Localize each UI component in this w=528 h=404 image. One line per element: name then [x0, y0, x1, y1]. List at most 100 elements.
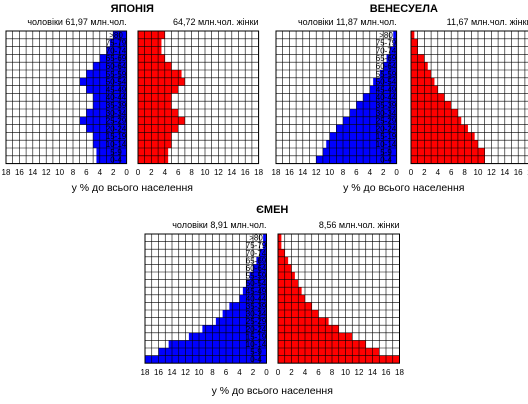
tick-label: 8: [189, 168, 194, 177]
age-label: 40-44: [376, 93, 397, 102]
tick-label: 4: [237, 368, 242, 377]
tick-label: 10: [341, 368, 350, 377]
bar-male: [263, 234, 267, 242]
age-label: 25-29: [246, 317, 267, 326]
grid-left: [275, 30, 398, 165]
age-label: 45-49: [246, 287, 267, 296]
tick-label: 4: [436, 168, 441, 177]
bar-female: [138, 38, 162, 47]
age-label: 60-64: [376, 62, 397, 71]
left-header: чоловіки 61,97 млн.чол.: [27, 17, 126, 27]
bar-female: [411, 148, 485, 156]
bar-female: [411, 38, 418, 47]
age-label: 0-4: [380, 156, 392, 165]
age-label: 75-79: [106, 39, 127, 48]
bar-female: [278, 317, 329, 326]
tick-label: 14: [368, 368, 377, 377]
tick-label: 12: [181, 368, 190, 377]
bar-male: [93, 132, 127, 141]
age-label: 60-64: [106, 62, 127, 71]
bar-male: [168, 340, 267, 348]
grid-left: [5, 30, 128, 165]
bar-female: [138, 93, 172, 102]
bar-female: [278, 256, 289, 265]
age-label: 20-24: [106, 124, 127, 133]
pyramid-japan: ЯПОНІЯ чоловіки 61,97 млн.чол. 64,72 млн…: [2, 3, 264, 194]
tick-label: 0: [409, 168, 414, 177]
chart-title: ЄМЕН: [256, 204, 288, 216]
bar-female: [411, 77, 435, 86]
bar-male: [93, 93, 127, 102]
bar-female: [138, 116, 185, 125]
age-label: 10-14: [376, 140, 397, 149]
age-label: 15-19: [376, 132, 397, 141]
bar-female: [138, 46, 162, 55]
tick-label: 16: [15, 168, 24, 177]
age-label: 75-79: [376, 39, 397, 48]
pyramid-venezuela: ВЕНЕСУЕЛА чоловіки 11,87 млн.чол. 11,67 …: [272, 3, 528, 194]
bar-female: [411, 116, 462, 125]
tick-label: 6: [316, 368, 321, 377]
tick-label: 0: [264, 368, 269, 377]
bar-male: [363, 93, 397, 102]
bar-male: [229, 302, 267, 310]
tick-label: 16: [285, 168, 294, 177]
tick-label: 2: [289, 368, 294, 377]
bar-female: [278, 340, 366, 348]
bar-female: [278, 348, 380, 356]
age-label: >80: [109, 31, 123, 40]
age-label: 55-59: [376, 70, 397, 79]
age-label: 45-49: [376, 85, 397, 94]
bar-male: [93, 101, 127, 109]
tick-label: 0: [394, 168, 399, 177]
bar-female: [138, 140, 172, 148]
tick-label: 16: [382, 368, 391, 377]
bar-male: [379, 70, 397, 78]
age-label: 20-24: [376, 124, 397, 133]
tick-label: 4: [98, 168, 103, 177]
bar-female: [278, 272, 295, 280]
tick-label: 18: [395, 368, 404, 377]
tick-label: 8: [210, 368, 215, 377]
tick-label: 4: [303, 368, 308, 377]
x-axis-label: у % до всього населення: [343, 182, 464, 194]
tick-label: 2: [149, 168, 154, 177]
tick-label: 0: [276, 368, 281, 377]
tick-label: 12: [214, 168, 223, 177]
chart-title: ВЕНЕСУЕЛА: [370, 3, 438, 15]
bar-male: [326, 140, 397, 148]
age-label: 0-4: [110, 156, 122, 165]
bar-female: [138, 70, 182, 78]
tick-label: 12: [355, 368, 364, 377]
bar-female: [138, 132, 172, 141]
tick-label: 10: [474, 168, 483, 177]
bar-female: [278, 302, 312, 310]
tick-label: 2: [251, 368, 256, 377]
age-label: 50-54: [106, 78, 127, 87]
bar-female: [278, 234, 282, 242]
bar-female: [138, 101, 172, 109]
tick-label: 6: [176, 168, 181, 177]
tick-label: 12: [312, 168, 321, 177]
bar-female: [411, 132, 475, 141]
x-axis-label: у % до всього населення: [72, 182, 193, 194]
bar-female: [411, 124, 468, 133]
age-label: 55-59: [246, 272, 267, 281]
age-label: 20-24: [246, 325, 267, 334]
bar-female: [138, 62, 172, 70]
left-header: чоловіки 8,91 млн.чол.: [172, 220, 266, 230]
tick-label: 18: [141, 368, 150, 377]
age-label: 35-39: [106, 101, 127, 110]
age-label: 15-19: [106, 132, 127, 141]
age-label: 25-29: [106, 117, 127, 126]
bar-male: [336, 124, 397, 133]
bar-male: [202, 325, 267, 333]
tick-label: 4: [368, 168, 373, 177]
bar-female: [411, 109, 458, 117]
bar-female: [411, 155, 485, 164]
bar-male: [246, 279, 267, 288]
bar-female: [278, 279, 299, 288]
bar-male: [79, 77, 127, 86]
age-label: >80: [249, 234, 263, 243]
